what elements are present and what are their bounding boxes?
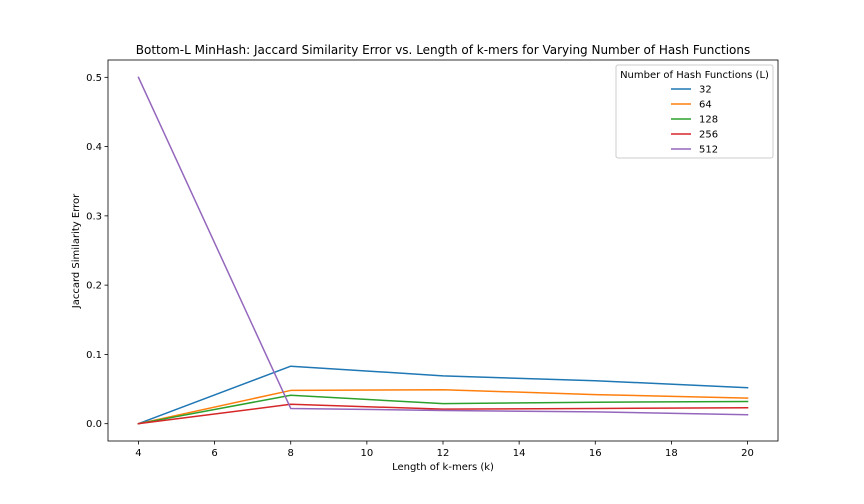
y-tick-label: 0.0 [86,419,102,430]
legend-label-512: 512 [699,145,718,156]
legend-box [615,64,774,159]
series-line-128 [137,394,749,425]
x-tick-label: 16 [589,448,602,459]
legend-label-32: 32 [699,85,712,96]
x-tick-label: 8 [288,448,294,459]
x-tick-label: 4 [135,448,141,459]
x-tick-label: 18 [665,448,678,459]
legend-label-64: 64 [699,100,712,111]
x-tick-label: 6 [211,448,217,459]
series-line-64 [137,388,749,425]
series-line-512 [137,76,749,416]
series-line-256 [137,403,749,425]
chart-title: Bottom-L MinHash: Jaccard Similarity Err… [136,43,750,57]
y-tick-label: 0.1 [86,350,102,361]
legend-label-256: 256 [699,130,718,141]
y-tick-label: 0.4 [86,142,102,153]
plot-area: 4 6 8 10 12 14 16 18 20 0.0 0.1 0.2 0.3 0.4 0.5 [86,59,779,459]
legend-label-128: 128 [699,115,718,126]
y-tick-label: 0.3 [86,211,102,222]
x-tick-label: 14 [513,448,526,459]
y-tick-label: 0.2 [86,281,102,292]
x-axis-label: Length of k-mers (k) [392,462,494,473]
x-tick-label: 12 [437,448,450,459]
legend: Number of Hash Functions (L) 32 64 128 256 5… [615,64,774,159]
y-tick-label: 0.5 [86,73,102,84]
series-line-32 [137,365,749,425]
legend-title: Number of Hash Functions (L) [620,70,769,81]
y-axis-label: Jaccard Similarity Error [71,193,82,309]
x-tick-label: 20 [741,448,754,459]
x-tick-label: 10 [360,448,373,459]
